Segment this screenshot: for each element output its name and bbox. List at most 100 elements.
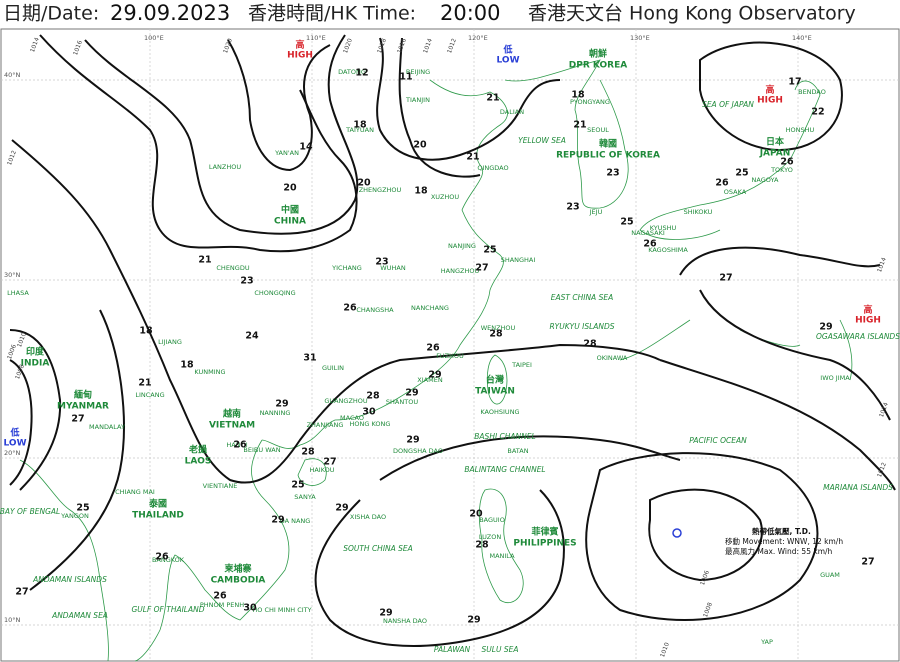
center-en: LOW bbox=[497, 56, 520, 66]
lon-label: 140°E bbox=[792, 34, 812, 42]
place-label: KAGOSHIMA bbox=[648, 246, 688, 254]
temperature: 18 bbox=[414, 186, 428, 197]
sea-label: SULU SEA bbox=[482, 645, 519, 654]
place-label: CHONGQING bbox=[254, 289, 295, 297]
lat-label: 20°N bbox=[4, 449, 21, 457]
temperature: 21 bbox=[198, 255, 211, 266]
temperature: 21 bbox=[573, 120, 586, 131]
temperature: 14 bbox=[299, 142, 313, 153]
temperature: 20 bbox=[283, 183, 297, 194]
isobar-label: 1006 bbox=[6, 343, 18, 360]
place-label: BENDAO bbox=[798, 88, 826, 96]
temperature: 27 bbox=[719, 273, 732, 284]
place-label: XISHA DAO bbox=[350, 513, 386, 521]
country-zh: 印度 bbox=[26, 346, 45, 358]
place-label: GUANGZHOU bbox=[324, 397, 368, 405]
temperature: 27 bbox=[71, 414, 84, 425]
place-label: GUAM bbox=[820, 571, 840, 579]
temperature: 29 bbox=[819, 322, 832, 333]
temperature: 26 bbox=[213, 591, 227, 602]
isobar-label: 1008 bbox=[14, 363, 26, 380]
temperature: 25 bbox=[76, 503, 89, 514]
isobar-label: 1012 bbox=[6, 149, 18, 166]
temperature: 23 bbox=[606, 168, 619, 179]
place-label: MACAO bbox=[340, 414, 364, 422]
sea-label: YELLOW SEA bbox=[518, 136, 566, 145]
place-label: LIJIANG bbox=[158, 338, 182, 346]
place-label: NANNING bbox=[260, 409, 291, 417]
center-en: HIGH bbox=[855, 316, 881, 326]
temperature: 26 bbox=[780, 157, 794, 168]
temperature: 23 bbox=[375, 257, 388, 268]
sea-label: SEA OF JAPAN bbox=[702, 100, 754, 109]
place-label: HO CHI MINH CITY bbox=[252, 606, 311, 614]
place-label: NANJING bbox=[448, 242, 476, 250]
place-label: KUNMING bbox=[194, 368, 225, 376]
place-label: CHIANG MAI bbox=[115, 488, 155, 496]
place-label: BAGUIO bbox=[479, 516, 505, 524]
isobar-label: 1008 bbox=[702, 601, 714, 618]
time-label: 香港時間/HK Time: bbox=[248, 3, 416, 25]
place-label: HANGZHOU bbox=[441, 267, 480, 275]
country-zh: 中國 bbox=[281, 204, 299, 216]
td-symbol bbox=[672, 528, 682, 538]
sea-label: BAY OF BENGAL bbox=[0, 507, 60, 516]
country-en: PHILIPPINES bbox=[513, 539, 576, 549]
place-label: DA NANG bbox=[280, 517, 311, 525]
sea-label: OGASAWARA ISLANDS bbox=[816, 332, 900, 341]
temperature: 22 bbox=[811, 107, 824, 118]
temperature: 30 bbox=[362, 407, 376, 418]
isobar-label: 1020 bbox=[222, 37, 234, 54]
place-label: SHANTOU bbox=[386, 398, 418, 406]
country-en: TAIWAN bbox=[475, 387, 515, 397]
country-en: VIETNAM bbox=[209, 421, 255, 431]
temperature: 25 bbox=[483, 245, 496, 256]
country-en: JAPAN bbox=[759, 149, 791, 159]
place-label: FUZHOU bbox=[436, 352, 464, 360]
place-label: CHENGDU bbox=[216, 264, 249, 272]
place-label: ZHENGZHOU bbox=[359, 186, 402, 194]
sea-label: PALAWAN bbox=[434, 645, 471, 654]
place-label: YAN'AN bbox=[274, 149, 299, 157]
date: 29.09.2023 bbox=[110, 1, 230, 25]
temperature: 21 bbox=[138, 378, 151, 389]
place-label: DALIAN bbox=[500, 108, 524, 116]
center-zh: 高 bbox=[295, 39, 304, 51]
temperature: 29 bbox=[275, 399, 288, 410]
country-zh: 朝鮮 bbox=[589, 48, 607, 60]
organisation: 香港天文台 Hong Kong Observatory bbox=[528, 3, 856, 25]
center-zh: 低 bbox=[502, 44, 512, 56]
place-label: MANDALAY bbox=[89, 423, 125, 431]
place-label: IWO JIMA bbox=[820, 374, 850, 382]
temperature: 23 bbox=[566, 202, 579, 213]
sea-label: PACIFIC OCEAN bbox=[689, 436, 747, 445]
isobar-label: 1018 bbox=[376, 37, 388, 54]
country-zh: 日本 bbox=[766, 136, 785, 148]
temperature: 26 bbox=[426, 343, 440, 354]
isobar-label: 1006 bbox=[699, 569, 711, 586]
place-label: BEIBU WAN bbox=[243, 446, 280, 454]
temperature: 17 bbox=[788, 77, 801, 88]
center-zh: 高 bbox=[765, 84, 774, 96]
country-en: LAOS bbox=[185, 457, 212, 467]
country-en: DPR KOREA bbox=[569, 61, 627, 71]
temperature: 25 bbox=[735, 168, 748, 179]
place-label: SEOUL bbox=[587, 126, 609, 134]
place-label: NANCHANG bbox=[411, 304, 449, 312]
place-label: VIENTIANE bbox=[203, 482, 238, 490]
temperature: 20 bbox=[413, 140, 427, 151]
place-label: KAOHSIUNG bbox=[480, 408, 519, 416]
temperature: 29 bbox=[406, 435, 419, 446]
country-en: THAILAND bbox=[132, 511, 184, 521]
lon-label: 110°E bbox=[306, 34, 326, 42]
place-label: PYONGYANG bbox=[570, 98, 610, 106]
isobar-label: 1020 bbox=[342, 37, 354, 54]
temperature: 18 bbox=[353, 120, 367, 131]
place-label: DATONG bbox=[338, 68, 366, 76]
isobar-label: 1014 bbox=[878, 401, 890, 418]
place-label: BEIJING bbox=[406, 68, 430, 76]
place-label: WENZHOU bbox=[481, 324, 516, 332]
sea-label: RYUKYU ISLANDS bbox=[549, 322, 614, 331]
temperature: 29 bbox=[405, 388, 418, 399]
country-zh: 菲律賓 bbox=[531, 526, 558, 538]
